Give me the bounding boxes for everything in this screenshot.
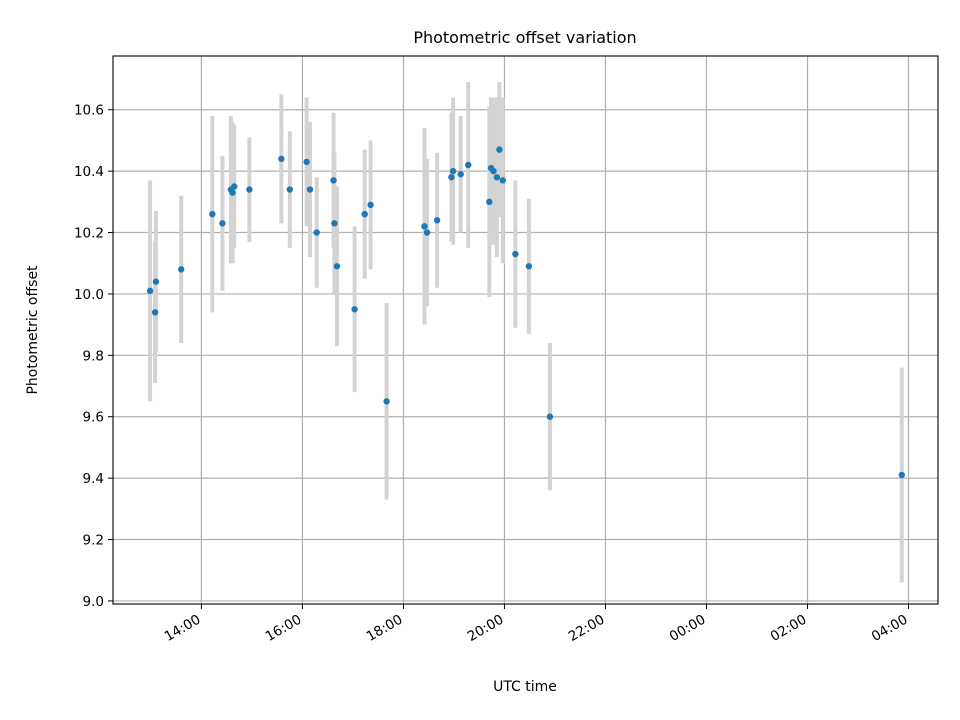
data-point [383, 398, 390, 405]
data-point [231, 183, 238, 190]
data-point [499, 177, 506, 184]
x-tick-label: 04:00 [869, 612, 911, 645]
x-axis-label: UTC time [493, 679, 557, 695]
chart-title: Photometric offset variation [413, 28, 636, 47]
y-axis-label: Photometric offset [25, 265, 41, 395]
data-point [209, 210, 216, 218]
data-point [493, 174, 501, 181]
data-point [423, 229, 431, 236]
y-tick-label: 10.6 [74, 103, 104, 119]
y-tick-label: 9.0 [83, 594, 104, 610]
x-tick-label: 00:00 [667, 612, 709, 645]
y-tick-label: 9.4 [83, 471, 104, 487]
data-point [449, 167, 457, 175]
y-tick-label: 10.0 [74, 287, 104, 303]
data-point [546, 413, 554, 420]
x-tick-label: 16:00 [263, 612, 305, 645]
y-tick-label: 10.4 [74, 164, 104, 180]
data-point [486, 198, 493, 206]
data-point [512, 250, 519, 258]
data-point [246, 186, 253, 193]
y-tick-label: 9.2 [83, 533, 104, 549]
data-point [303, 158, 310, 166]
data-point [286, 186, 293, 193]
data-point [278, 155, 285, 163]
x-tick-label: 22:00 [566, 612, 608, 645]
x-tick-label: 20:00 [465, 612, 507, 645]
y-tick-label: 9.6 [83, 410, 104, 426]
data-point [490, 167, 497, 175]
x-tick-label: 14:00 [162, 612, 204, 645]
data-point [361, 210, 368, 218]
data-point [146, 287, 154, 295]
data-point [448, 174, 455, 181]
data-point [351, 306, 358, 313]
y-tick-label: 9.8 [83, 348, 104, 364]
data-point [331, 220, 338, 227]
data-point [313, 229, 320, 236]
data-point [330, 177, 337, 184]
data-point [898, 471, 906, 479]
x-tick-label: 02:00 [768, 612, 810, 645]
data-point [219, 220, 226, 227]
data-point [229, 189, 236, 196]
data-point [457, 170, 464, 178]
data-point [421, 223, 428, 230]
data-point [496, 146, 503, 153]
x-tick-label: 18:00 [364, 612, 406, 645]
data-point [465, 161, 472, 169]
y-tick-label: 10.2 [74, 226, 104, 242]
data-point [151, 309, 159, 316]
data-point [152, 278, 160, 285]
data-point [525, 263, 533, 270]
data-point [177, 266, 185, 273]
plot-frame [112, 55, 939, 605]
data-point [433, 217, 441, 224]
data-point [333, 263, 341, 270]
data-point [306, 186, 314, 193]
data-point [367, 201, 374, 209]
